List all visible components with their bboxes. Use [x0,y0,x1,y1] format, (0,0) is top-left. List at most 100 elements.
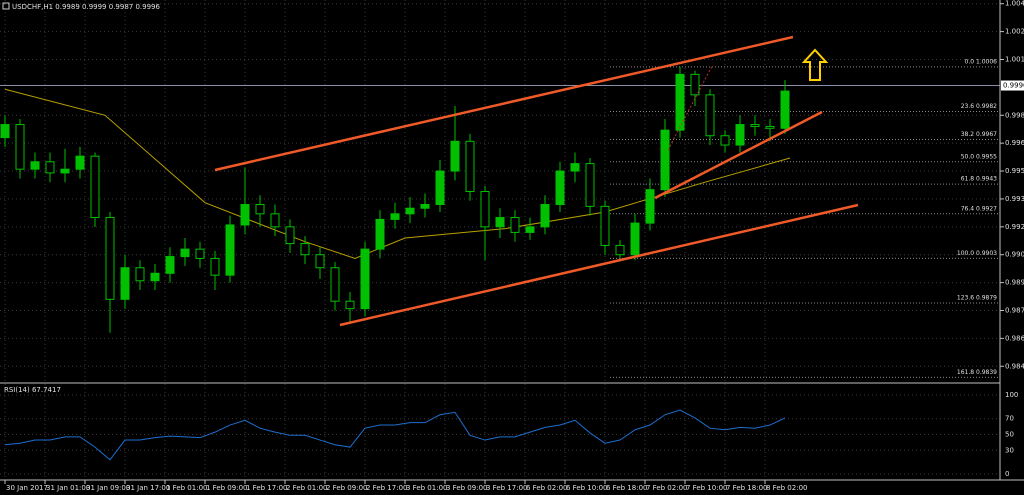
candle-body [135,267,145,282]
y-tick-label: 0.9905 [1005,251,1024,259]
chart-title: USDCHF,H1 0.9989 0.9999 0.9987 0.9996 [12,3,160,11]
x-tick-label: 31 Jan 01:00 [46,484,90,492]
candle-body [570,163,580,172]
x-tick-label: 3 Feb 09:00 [446,484,487,492]
trend-line [654,110,823,200]
candle-body [150,272,160,282]
x-tick-label: 1 Feb 01:00 [166,484,207,492]
rsi-tick-label: 70 [1005,415,1014,423]
candle-body [555,170,565,206]
fib-label: 161.8 0.9839 [957,369,997,376]
candle-body [585,163,595,207]
candle-body [75,155,85,170]
y-tick-label: 0.9845 [1005,362,1024,370]
candle-body [195,248,205,259]
candle-body [315,254,325,269]
current-price-label: 0.9996 [1003,82,1024,90]
candle-body [735,124,745,146]
candle-body [435,170,445,206]
candle-body [240,204,250,226]
candle-body [750,124,760,127]
candle-body [660,129,670,191]
candle-body [105,217,115,300]
rsi-line [4,409,786,461]
trend-line [339,203,859,327]
candle-body [705,94,715,137]
candle-body [30,161,40,170]
fib-label: 100.0 0.9903 [957,250,997,257]
candle-body [420,204,430,209]
fib-label: 50.0 0.9955 [961,153,997,160]
x-tick-label: 31 Jan 09:00 [86,484,130,492]
candle-body [690,73,700,96]
x-tick-label: 7 Feb 10:00 [686,484,727,492]
candle-body [375,218,385,250]
x-tick-label: 1 Feb 17:00 [246,484,287,492]
candle-body [120,267,130,300]
y-tick-label: 0.9965 [1005,139,1024,147]
current-price-box [1001,80,1024,91]
y-tick-label: 1.0040 [1005,0,1024,8]
rsi-tick-label: 100 [1005,391,1018,399]
candle-body [615,244,625,256]
candle-body [465,140,475,192]
rsi-tick-label: 30 [1005,446,1014,454]
candle-body [300,243,310,256]
candle-body [720,135,730,146]
x-tick-label: 6 Feb 02:00 [526,484,567,492]
candle-body [270,213,280,228]
candle-body [645,189,655,224]
candle-body [345,300,355,310]
candle-body [180,248,190,258]
candle-body [450,140,460,172]
candle-body [330,267,340,302]
candle-body [390,213,400,220]
candle-body [285,226,295,245]
x-tick-label: 8 Feb 02:00 [766,484,807,492]
candle-body [165,256,175,274]
candle-body [480,191,490,228]
x-tick-label: 3 Feb 01:00 [406,484,447,492]
candle-body [630,222,640,256]
y-tick-label: 0.9875 [1005,306,1024,314]
candle-body [60,168,70,174]
symbol-icon [2,2,10,10]
x-tick-label: 2 Feb 01:00 [286,484,327,492]
candle-body [45,161,55,174]
candle-body [495,217,505,228]
y-tick-label: 0.9935 [1005,195,1024,203]
fib-label: 23.6 0.9982 [961,103,997,110]
trend-line [214,35,794,172]
candle-body [0,124,10,139]
x-tick-label: 3 Feb 17:00 [486,484,527,492]
candle-body [90,155,100,219]
candle-body [210,257,220,276]
candle-body [510,217,520,233]
x-tick-label: 30 Jan 2017 [6,484,48,492]
x-tick-label: 2 Feb 09:00 [326,484,367,492]
candle-body [780,90,790,129]
up-arrow [801,48,829,81]
rsi-title: RSI(14) 67.7417 [4,386,61,394]
candle-body [15,124,25,170]
candle-body [600,205,610,246]
candle-body [405,207,415,215]
candle-body [675,73,685,131]
x-tick-label: 6 Feb 18:00 [606,484,647,492]
x-tick-label: 7 Feb 18:00 [726,484,767,492]
fib-label: 61.8 0.9943 [961,176,997,183]
y-tick-label: 1.0025 [1005,28,1024,36]
candle-body [765,125,775,129]
x-tick-label: 1 Feb 09:00 [206,484,247,492]
candle-body [225,224,235,276]
x-tick-label: 7 Feb 02:00 [646,484,687,492]
rsi-tick-label: 0 [1005,470,1009,478]
x-tick-label: 2 Feb 17:00 [366,484,407,492]
